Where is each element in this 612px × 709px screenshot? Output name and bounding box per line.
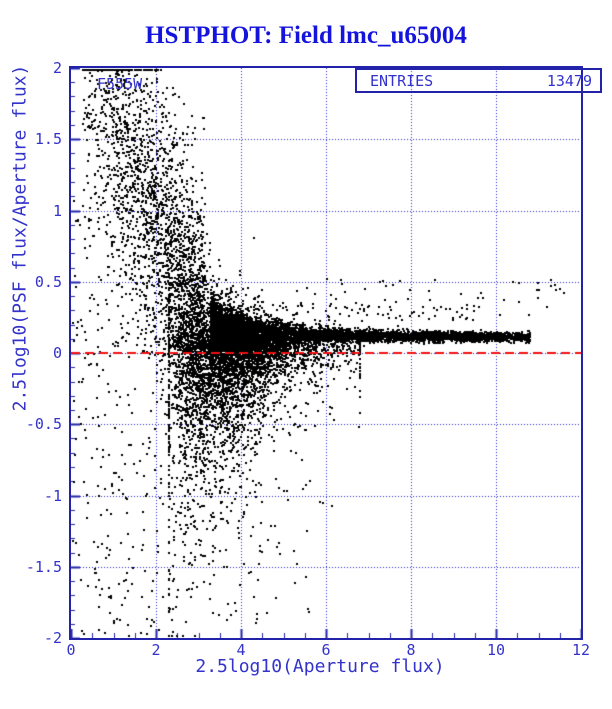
title-text: HSTPHOT: Field lmc_u65004	[145, 22, 467, 49]
page-title: HSTPHOT: Field lmc_u65004	[0, 22, 612, 50]
plot-area	[69, 66, 583, 640]
y-tick-label: 1.5	[34, 130, 62, 149]
y-tick-label: -1	[43, 486, 62, 505]
x-tick-label: 6	[321, 641, 331, 659]
stats-box: ENTRIES 13479	[355, 68, 602, 93]
y-tick-label: -1.5	[25, 557, 62, 576]
scatter-plot-canvas	[71, 68, 581, 638]
x-tick-label: 12	[571, 641, 591, 659]
x-axis-title: 2.5log10(Aperture flux)	[195, 656, 445, 677]
y-tick-label: 0.5	[34, 272, 62, 291]
x-tick-label: 2	[151, 641, 161, 659]
x-tick-label: 10	[486, 641, 506, 659]
y-axis-title: 2.5log10(PSF flux/Aperture flux)	[9, 64, 31, 412]
filter-label: F555W	[97, 75, 143, 93]
y-tick-label: 2	[52, 59, 62, 77]
y-tick-label: 0	[52, 344, 62, 362]
x-tick-label: 8	[406, 641, 416, 659]
stats-box-label: ENTRIES	[370, 71, 434, 90]
y-tick-label: -0.5	[25, 415, 62, 434]
y-tick-label: -2	[43, 629, 62, 647]
stats-box-value: 13479	[546, 71, 592, 90]
y-tick-label: 1	[52, 201, 62, 220]
x-tick-label: 0	[66, 641, 76, 659]
x-tick-label: 4	[236, 641, 246, 659]
